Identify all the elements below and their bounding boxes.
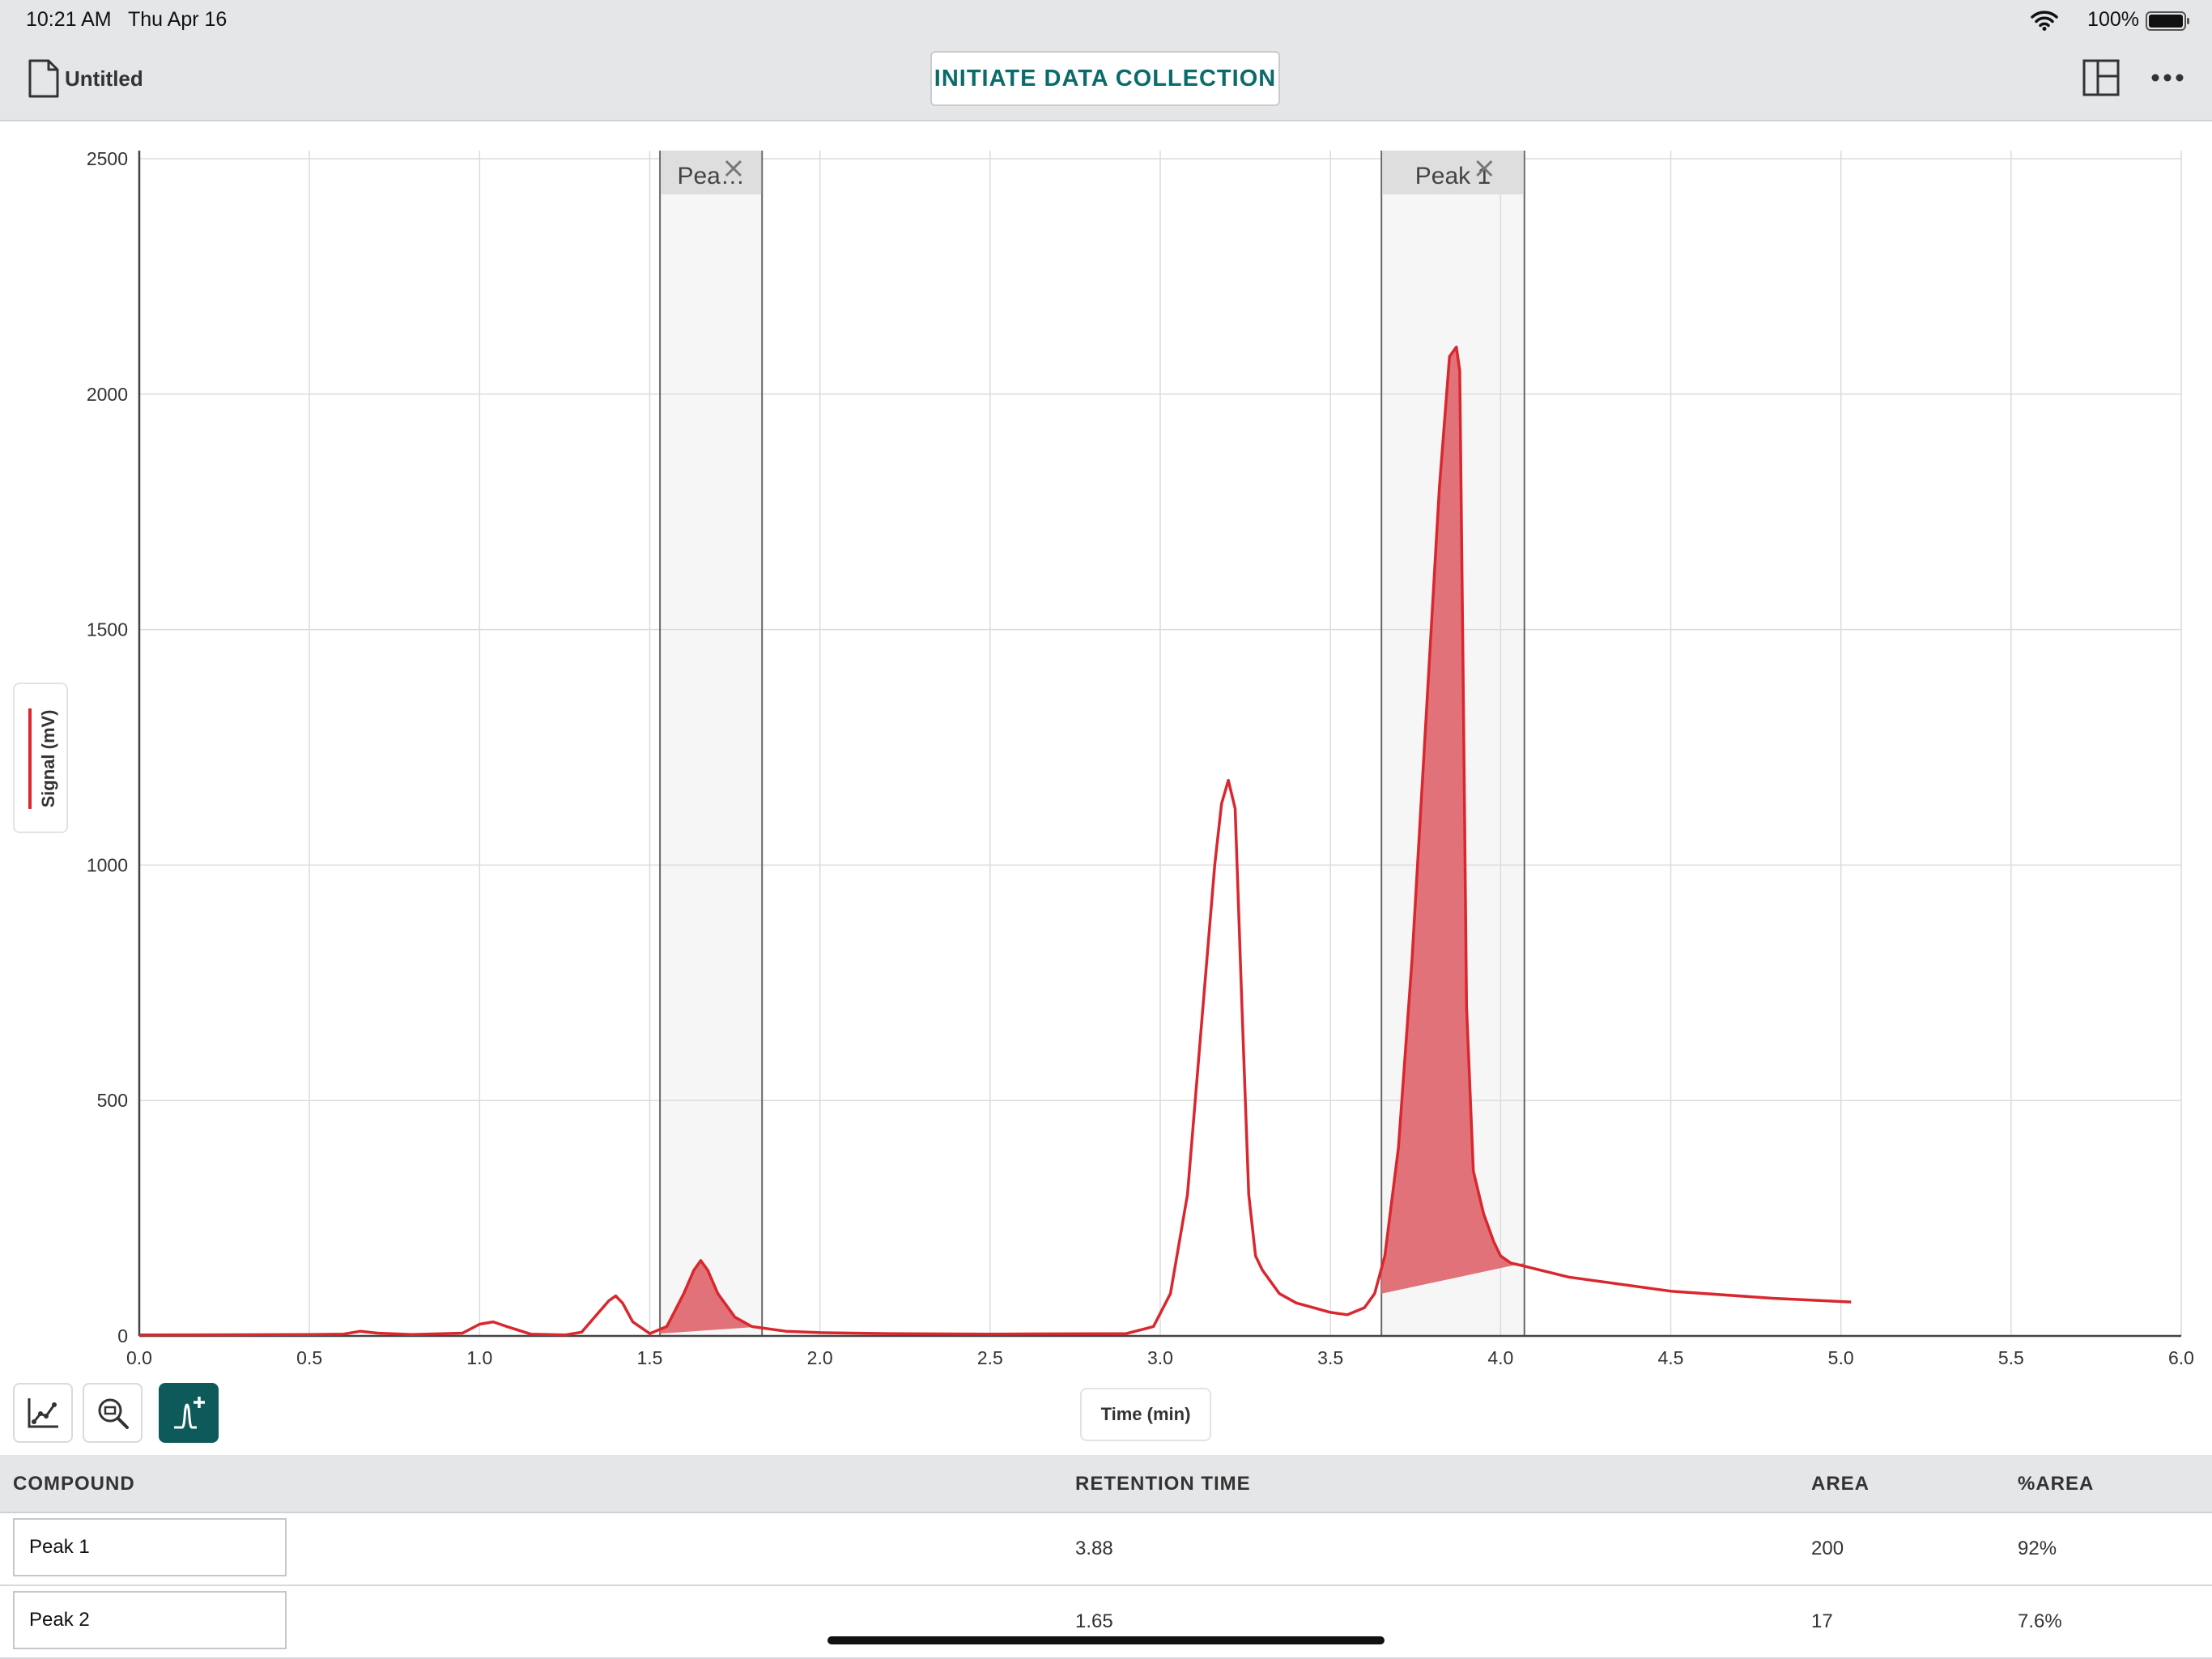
status-bar: 10:21 AM Thu Apr 16 100% [0, 0, 2212, 39]
x-tick-label: 5.0 [1828, 1347, 1854, 1368]
column-header-compound: COMPOUND [13, 1473, 135, 1495]
compound-name-input[interactable]: Peak 2 [13, 1591, 287, 1649]
y-axis-label: Signal (mV) [38, 709, 58, 808]
retention-time-cell: 1.65 [1075, 1610, 1113, 1632]
x-tick-label: 5.5 [1998, 1347, 2024, 1368]
x-tick-label: 0.0 [126, 1347, 152, 1368]
x-tick-label: 4.0 [1487, 1347, 1513, 1368]
peak-region-1[interactable] [660, 151, 763, 1336]
table-row: Peak 2 1.65 17 7.6% [0, 1586, 2212, 1659]
retention-time-cell: 3.88 [1075, 1538, 1113, 1559]
integrated-peak-area[interactable] [660, 1260, 763, 1334]
y-axis-selector[interactable]: Signal (mV) [13, 683, 68, 833]
home-indicator [827, 1636, 1385, 1644]
chromatogram-chart[interactable]: 0.0 0.5 1.0 1.5 2.0 2.5 3.0 3.5 4.0 4.5 5.0 5.5 6.0 0… [0, 121, 2212, 1376]
x-tick-label: 1.5 [637, 1347, 663, 1368]
column-header-percent-area: %AREA [2018, 1473, 2095, 1495]
column-header-area: AREA [1811, 1473, 1870, 1495]
x-tick-label: 0.5 [296, 1347, 322, 1368]
y-tick-label: 500 [97, 1090, 128, 1111]
graph-tool-icon [28, 1398, 58, 1428]
percent-area-cell: 7.6% [2018, 1610, 2062, 1632]
area-cell: 17 [1811, 1610, 1833, 1632]
close-icon[interactable] [725, 160, 742, 177]
peak-region-label-bar[interactable] [1382, 151, 1524, 194]
signal-series-line[interactable] [138, 345, 1852, 1337]
battery-percent: 100% [2087, 8, 2139, 31]
y-tick-label: 0 [117, 1325, 128, 1346]
graph-tool-button[interactable] [13, 1383, 73, 1443]
area-cell: 200 [1811, 1538, 1844, 1559]
x-tick-label: 3.5 [1317, 1347, 1343, 1368]
layout-icon[interactable] [2082, 58, 2121, 97]
results-table-header: COMPOUND RETENTION TIME AREA %AREA [0, 1455, 2212, 1513]
integrated-peak-area[interactable] [1381, 348, 1525, 1294]
document-icon[interactable] [28, 58, 60, 99]
peak-region-label-bar[interactable] [661, 151, 762, 194]
status-time: 10:21 AM [26, 8, 112, 31]
peak-region-label[interactable]: Peak 1 [1415, 163, 1491, 189]
zoom-icon [98, 1398, 129, 1429]
percent-area-cell: 92% [2018, 1538, 2057, 1559]
add-peak-button[interactable] [159, 1383, 219, 1443]
x-tick-label: 6.0 [2168, 1347, 2194, 1368]
x-tick-label: 1.0 [466, 1347, 492, 1368]
wifi-icon [2031, 11, 2058, 31]
table-row: Peak 1 3.88 200 92% [0, 1513, 2212, 1586]
close-icon[interactable] [1476, 160, 1493, 177]
x-tick-label: 2.0 [807, 1347, 833, 1368]
y-tick-label: 1000 [87, 854, 128, 875]
y-tick-label: 2500 [87, 148, 128, 169]
x-tick-label: 2.5 [977, 1347, 1003, 1368]
battery-icon [2146, 11, 2189, 31]
compound-name-input[interactable]: Peak 1 [13, 1518, 287, 1576]
more-icon[interactable] [2150, 73, 2184, 83]
series-color-swatch [28, 708, 32, 809]
add-peak-icon [174, 1397, 205, 1429]
zoom-button[interactable] [83, 1383, 143, 1443]
app-toolbar: Untitled INITIATE DATA COLLECTION [0, 39, 2212, 121]
y-tick-label: 1500 [87, 619, 128, 640]
x-tick-label: 4.5 [1658, 1347, 1684, 1368]
status-date: Thu Apr 16 [128, 8, 228, 31]
x-axis-selector[interactable]: Time (min) [1080, 1388, 1211, 1441]
initiate-data-collection-button[interactable]: INITIATE DATA COLLECTION [930, 51, 1280, 106]
y-tick-label: 2000 [87, 384, 128, 405]
column-header-retention-time: RETENTION TIME [1075, 1473, 1251, 1495]
x-tick-label: 3.0 [1147, 1347, 1173, 1368]
document-title[interactable]: Untitled [65, 66, 143, 91]
